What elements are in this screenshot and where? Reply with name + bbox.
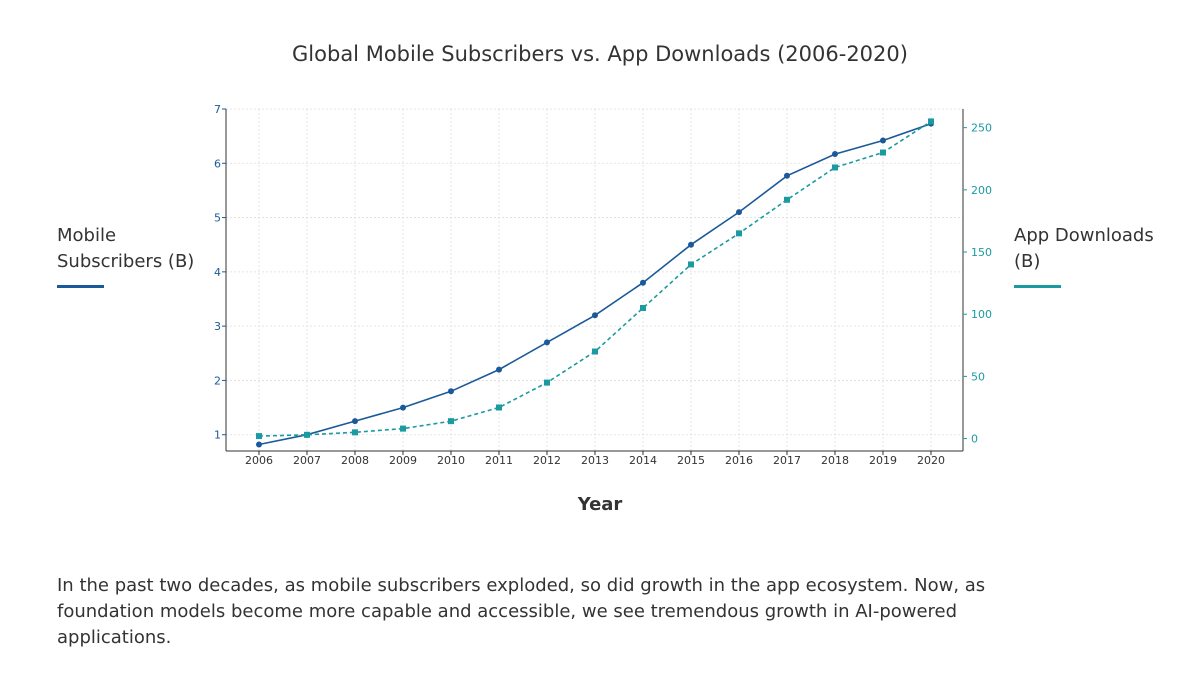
subscribers-point (352, 418, 358, 425)
left-y-tick-label: 6 (214, 157, 221, 170)
downloads-point (448, 418, 454, 425)
x-tick-label: 2007 (293, 454, 321, 467)
downloads-point (304, 431, 310, 438)
downloads-point (544, 379, 550, 386)
downloads-point (592, 348, 598, 355)
x-tick-label: 2011 (485, 454, 513, 467)
downloads-point (880, 149, 886, 156)
right-y-tick-label: 100 (971, 308, 992, 321)
subscribers-point (832, 151, 838, 158)
subscribers-line (258, 122, 932, 446)
downloads-point (256, 433, 262, 440)
right-y-tick-label: 0 (971, 433, 978, 446)
subscribers-point (688, 241, 694, 248)
downloads-point (400, 425, 406, 432)
downloads-point (496, 404, 502, 411)
left-y-tick-label: 3 (214, 320, 221, 333)
right-axis-title: App Downloads (B) (1014, 223, 1184, 288)
right-series-legend-swatch (1014, 285, 1061, 288)
left-series-legend-swatch (57, 285, 104, 288)
downloads-point (688, 261, 694, 268)
x-axis-title: Year (577, 494, 623, 515)
x-tick-label: 2020 (917, 454, 945, 467)
x-tick-label: 2013 (581, 454, 609, 467)
x-tick-label: 2008 (341, 454, 369, 467)
x-tick-label: 2006 (245, 454, 273, 467)
subscribers-point (592, 312, 598, 319)
subscribers-point (640, 279, 646, 286)
x-tick-label: 2019 (869, 454, 897, 467)
subscribers-point (400, 404, 406, 411)
x-tick-label: 2010 (437, 454, 465, 467)
x-tick-label: 2014 (629, 454, 657, 467)
right-axis-title-text: App Downloads (B) (1014, 225, 1154, 272)
x-tick-label: 2012 (533, 454, 561, 467)
left-axis-title-text: Mobile Subscribers (B) (57, 225, 195, 272)
right-y-tick-label: 200 (971, 184, 992, 197)
downloads-point (832, 164, 838, 171)
downloads-point (352, 429, 358, 436)
chart-plot: 2006 2007 2008 2009 2010 2011 2012 2013 2014 2015… (214, 103, 992, 467)
downloads-point (736, 230, 742, 237)
left-y-tick-label: 7 (214, 103, 221, 116)
downloads-point (928, 118, 934, 125)
right-y-tick-label: 50 (971, 370, 985, 383)
left-y-tick-label: 2 (214, 374, 221, 387)
subscribers-point (736, 209, 742, 216)
subscribers-point (880, 137, 886, 144)
left-axis-title: Mobile Subscribers (B) (57, 223, 217, 288)
x-tick-label: 2017 (773, 454, 801, 467)
x-tick-label: 2016 (725, 454, 753, 467)
subscribers-point (448, 388, 454, 395)
right-y-tick-label: 250 (971, 122, 992, 135)
chart-title: Global Mobile Subscribers vs. App Downlo… (292, 42, 908, 66)
x-tick-label: 2009 (389, 454, 417, 467)
right-y-tick-label: 150 (971, 246, 992, 259)
caption-text: In the past two decades, as mobile subsc… (57, 575, 986, 648)
left-y-tick-label: 1 (214, 429, 221, 442)
subscribers-point (256, 441, 262, 448)
left-y-tick-label: 5 (214, 212, 221, 225)
subscribers-point (496, 366, 502, 373)
subscribers-point (544, 339, 550, 346)
left-y-tick-label: 4 (214, 266, 221, 279)
x-tick-label: 2018 (821, 454, 849, 467)
subscribers-point (784, 172, 790, 179)
downloads-point (784, 196, 790, 203)
x-tick-label: 2015 (677, 454, 705, 467)
downloads-point (640, 304, 646, 311)
